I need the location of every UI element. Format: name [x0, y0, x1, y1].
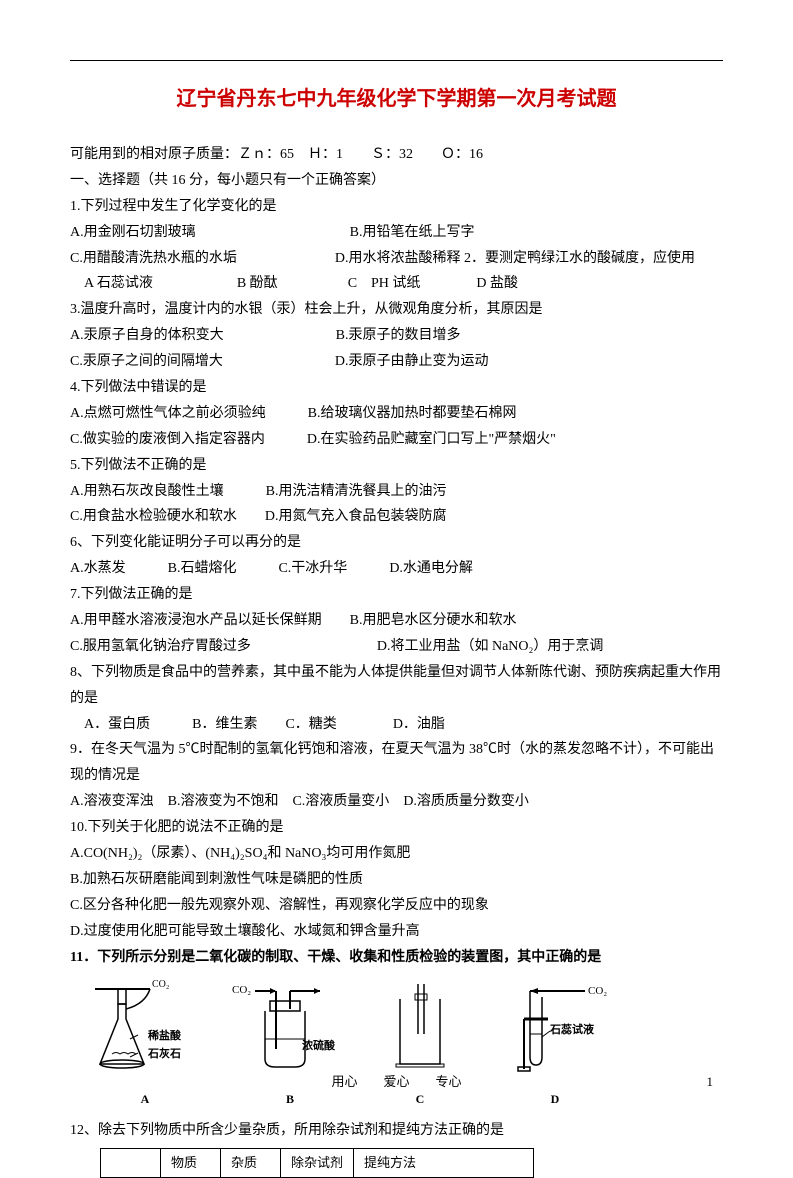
exam-body: 可能用到的相对原子质量：Ｚｎ：65 Ｈ：1 Ｓ：32 Ｏ：16 一、选择题（共 … [70, 142, 723, 1178]
label-litmus: 石蕊试液 [549, 1022, 595, 1036]
q9-opt-d: D.溶质质量分数变小 [403, 794, 529, 809]
table-header-reagent: 除杂试剂 [281, 1148, 354, 1177]
q4-opt-a: A.点燃可燃性气体之前必须验纯 [70, 406, 266, 421]
q3-opt-d: D.汞原子由静止变为运动 [335, 354, 489, 369]
q9: 9．在冬天气温为 5℃时配制的氢氧化钙饱和溶液，在夏天气温为 38℃时（水的蒸发… [70, 737, 723, 789]
q3-opt-c: C.汞原子之间的间隔增大 [70, 354, 223, 369]
collection-icon [380, 979, 460, 1079]
table-header-impurity: 杂质 [221, 1148, 281, 1177]
washing-bottle-icon: CO₂ 浓硫酸 [230, 979, 350, 1079]
q5-row1: A.用熟石灰改良酸性土壤 B.用洗洁精清洗餐具上的油污 [70, 479, 723, 505]
q7-opt-c: C.服用氢氧化钠治疗胃酸过多 [70, 639, 251, 654]
q2-opt-c: C PH 试纸 [348, 276, 421, 291]
q4-row1: A.点燃可燃性气体之前必须验纯 B.给玻璃仪器加热时都要垫石棉网 [70, 401, 723, 427]
exam-title: 辽宁省丹东七中九年级化学下学期第一次月考试题 [70, 81, 723, 118]
q8-row: A．蛋白质 B．维生素 C．糖类 D．油脂 [70, 712, 723, 738]
q4-opt-c: C.做实验的废液倒入指定容器内 [70, 432, 265, 447]
co2-in-label: CO₂ [232, 984, 251, 996]
q6-opt-b: B.石蜡熔化 [168, 561, 237, 576]
q10-opt-b: B.加熟石灰研磨能闻到刺激性气味是磷肥的性质 [70, 867, 723, 893]
table-header-method: 提纯方法 [354, 1148, 534, 1177]
q9-opt-a: A.溶液变浑浊 [70, 794, 154, 809]
q10-opt-a: A.CO(NH₂)₂（尿素）、(NH₄)₂SO₄和 NaNO₃均可用作氮肥 [70, 841, 723, 867]
q5-opt-b: B.用洗洁精清洗餐具上的油污 [266, 484, 447, 499]
q6-opt-d: D.水通电分解 [389, 561, 473, 576]
q2-opt-b: B 酚酞 [237, 276, 278, 291]
q5-opt-c: C.用食盐水检验硬水和软水 [70, 509, 237, 524]
q4-opt-d: D.在实验药品贮藏室门口写上"严禁烟火" [307, 432, 556, 447]
co2-label: CO₂ [152, 979, 169, 990]
q3-row2: C.汞原子之间的间隔增大 D.汞原子由静止变为运动 [70, 349, 723, 375]
q9-opt-b: B.溶液变为不饱和 [168, 794, 279, 809]
q11: 11．下列所示分别是二氧化碳的制取、干燥、收集和性质检验的装置图，其中正确的是 [70, 945, 723, 971]
q7: 7.下列做法正确的是 [70, 582, 723, 608]
q5: 5.下列做法不正确的是 [70, 453, 723, 479]
q9-row: A.溶液变浑浊 B.溶液变为不饱和 C.溶液质量变小 D.溶质质量分数变小 [70, 789, 723, 815]
flask-icon: CO₂ 稀盐酸 石灰石 [90, 979, 200, 1079]
page-footer: 用心 爱心 专心 1 [0, 1070, 793, 1094]
q7-opt-b: B.用肥皂水区分硬水和软水 [350, 613, 517, 628]
q9-opt-c: C.溶液质量变小 [292, 794, 389, 809]
q5-row2: C.用食盐水检验硬水和软水 D.用氮气充入食品包装袋防腐 [70, 504, 723, 530]
atomic-masses: 可能用到的相对原子质量：Ｚｎ：65 Ｈ：1 Ｓ：32 Ｏ：16 [70, 142, 723, 168]
q1: 1.下列过程中发生了化学变化的是 [70, 194, 723, 220]
q5-opt-a: A.用熟石灰改良酸性土壤 [70, 484, 224, 499]
label-h2so4: 浓硫酸 [302, 1038, 336, 1052]
label-hcl: 稀盐酸 [148, 1028, 182, 1042]
q5-opt-d: D.用氮气充入食品包装袋防腐 [265, 509, 447, 524]
footer-text: 用心 爱心 专心 [331, 1074, 461, 1089]
label-caco3: 石灰石 [147, 1046, 181, 1060]
section-1-heading: 一、选择题（共 16 分，每小题只有一个正确答案） [70, 168, 723, 194]
q1-opt-d: D.用水将浓盐酸稀释 2．要测定鸭绿江水的酸碱度，应使用 [335, 251, 695, 266]
q1-row1: A.用金刚石切割玻璃 B.用铅笔在纸上写字 [70, 220, 723, 246]
q4: 4.下列做法中错误的是 [70, 375, 723, 401]
q1-opt-b: B.用铅笔在纸上写字 [350, 225, 475, 240]
q1-opt-c: C.用醋酸清洗热水瓶的水垢 [70, 251, 237, 266]
q8-opt-d: D．油脂 [393, 717, 445, 732]
q3: 3.温度升高时，温度计内的水银（汞）柱会上升，从微观角度分析，其原因是 [70, 297, 723, 323]
q4-row2: C.做实验的废液倒入指定容器内 D.在实验药品贮藏室门口写上"严禁烟火" [70, 427, 723, 453]
q6-opt-c: C.干冰升华 [278, 561, 347, 576]
q10-opt-c: C.区分各种化肥一般先观察外观、溶解性，再观察化学反应中的现象 [70, 893, 723, 919]
q6-opt-a: A.水蒸发 [70, 561, 126, 576]
q7-opt-d: D.将工业用盐（如 NaNO₂）用于烹调 [377, 639, 604, 654]
q7-row2: C.服用氢氧化钠治疗胃酸过多 D.将工业用盐（如 NaNO₂）用于烹调 [70, 634, 723, 660]
q10-opt-d: D.过度使用化肥可能导致土壤酸化、水域氮和钾含量升高 [70, 919, 723, 945]
q6-row: A.水蒸发 B.石蜡熔化 C.干冰升华 D.水通电分解 [70, 556, 723, 582]
q1-row2: C.用醋酸清洗热水瓶的水垢 D.用水将浓盐酸稀释 2．要测定鸭绿江水的酸碱度，应… [70, 246, 723, 272]
q1-opt-a: A.用金刚石切割玻璃 [70, 225, 196, 240]
q8-opt-b: B．维生素 [192, 717, 257, 732]
q8-opt-c: C．糖类 [285, 717, 336, 732]
co2-label-d: CO₂ [588, 985, 607, 997]
q7-opt-a: A.用甲醛水溶液浸泡水产品以延长保鲜期 [70, 613, 322, 628]
table-cell-empty [101, 1148, 161, 1177]
page-number: 1 [707, 1070, 714, 1094]
q3-opt-b: B.汞原子的数目增多 [336, 328, 461, 343]
table-header-substance: 物质 [161, 1148, 221, 1177]
q10: 10.下列关于化肥的说法不正确的是 [70, 815, 723, 841]
q2-row: A 石蕊试液 B 酚酞 C PH 试纸 D 盐酸 [70, 271, 723, 297]
test-tube-icon: CO₂ 石蕊试液 [490, 979, 620, 1079]
q4-opt-b: B.给玻璃仪器加热时都要垫石棉网 [308, 406, 517, 421]
top-rule [70, 60, 723, 61]
q8-opt-a: A．蛋白质 [84, 717, 150, 732]
q3-opt-a: A.汞原子自身的体积变大 [70, 328, 224, 343]
q2-opt-d: D 盐酸 [476, 276, 518, 291]
impurity-table: 物质 杂质 除杂试剂 提纯方法 [100, 1148, 534, 1178]
q3-row1: A.汞原子自身的体积变大 B.汞原子的数目增多 [70, 323, 723, 349]
table-row: 物质 杂质 除杂试剂 提纯方法 [101, 1148, 534, 1177]
q6: 6、下列变化能证明分子可以再分的是 [70, 530, 723, 556]
q7-row1: A.用甲醛水溶液浸泡水产品以延长保鲜期 B.用肥皂水区分硬水和软水 [70, 608, 723, 634]
q8: 8、下列物质是食品中的营养素，其中虽不能为人体提供能量但对调节人体新陈代谢、预防… [70, 660, 723, 712]
q2-opt-a: A 石蕊试液 [84, 276, 153, 291]
